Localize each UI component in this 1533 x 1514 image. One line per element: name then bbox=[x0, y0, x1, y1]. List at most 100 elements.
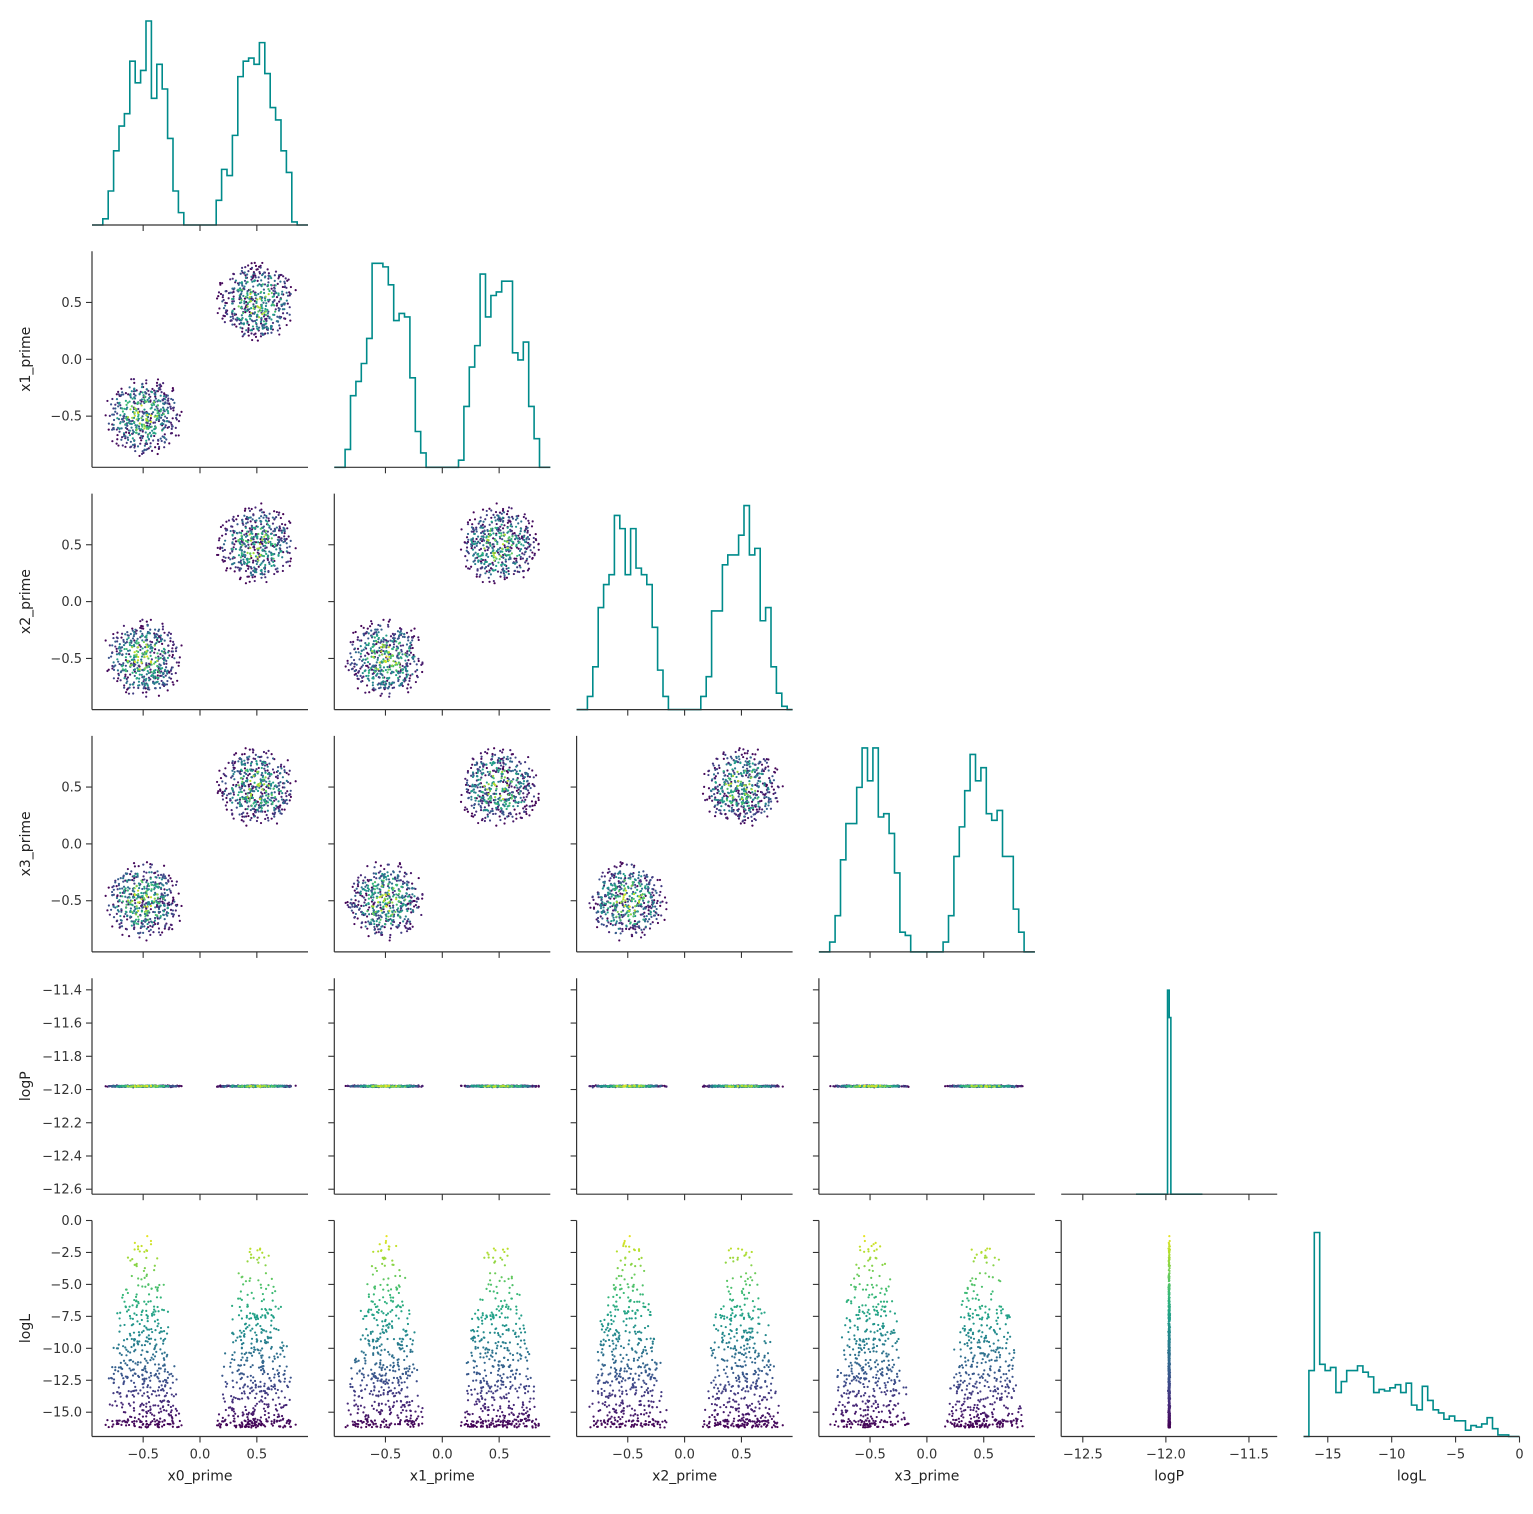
scatter-point bbox=[374, 885, 378, 888]
scatter-point bbox=[131, 904, 134, 907]
y-tick-label: 0.0 bbox=[61, 595, 82, 610]
scatter-point bbox=[114, 645, 117, 648]
scatter-point bbox=[352, 631, 355, 634]
scatter-point bbox=[414, 670, 417, 673]
scatter-point bbox=[109, 908, 113, 911]
scatter-point bbox=[129, 393, 132, 396]
scatter-point bbox=[240, 317, 243, 321]
scatter-point bbox=[483, 539, 486, 542]
scatter-point bbox=[366, 660, 370, 664]
scatter-point bbox=[242, 333, 245, 336]
scatter-point bbox=[246, 796, 249, 799]
scatter-point bbox=[354, 669, 357, 673]
scatter-point bbox=[376, 683, 379, 686]
scatter-point bbox=[152, 674, 155, 677]
scatter-point bbox=[145, 643, 148, 646]
scatter-point bbox=[272, 303, 275, 307]
scatter-point bbox=[128, 400, 131, 403]
scatter-point bbox=[250, 804, 253, 807]
scatter-point bbox=[162, 413, 165, 416]
scatter-point bbox=[237, 561, 240, 564]
scatter-point bbox=[159, 437, 162, 440]
scatter-point bbox=[104, 894, 107, 897]
scatter-point bbox=[135, 424, 138, 427]
scatter-point bbox=[240, 562, 243, 565]
scatter-point bbox=[420, 663, 423, 666]
scatter-point bbox=[140, 434, 143, 438]
scatter-point bbox=[256, 536, 259, 539]
scatter-point bbox=[273, 572, 276, 576]
scatter-point bbox=[234, 566, 237, 569]
scatter-point bbox=[115, 428, 118, 431]
scatter-point bbox=[477, 778, 480, 781]
scatter-point bbox=[475, 544, 478, 547]
scatter-point bbox=[233, 770, 236, 774]
scatter-point bbox=[146, 422, 149, 425]
scatter-point bbox=[506, 510, 509, 513]
scatter-point bbox=[275, 548, 278, 551]
scatter-point bbox=[390, 882, 394, 885]
scatter-point bbox=[112, 423, 115, 426]
scatter-point bbox=[255, 562, 258, 566]
scatter-point bbox=[389, 873, 393, 876]
scatter-point bbox=[491, 561, 494, 564]
scatter-point bbox=[246, 289, 249, 293]
scatter-point bbox=[406, 687, 409, 690]
scatter-point bbox=[224, 290, 227, 293]
scatter-point bbox=[499, 554, 502, 558]
scatter-point bbox=[132, 401, 135, 404]
scatter-point bbox=[347, 669, 350, 672]
scatter-point bbox=[107, 422, 110, 425]
scatter-point bbox=[152, 881, 155, 884]
scatter-point bbox=[411, 886, 414, 890]
scatter-point bbox=[138, 668, 141, 671]
scatter-point bbox=[266, 554, 270, 557]
scatter-point bbox=[149, 933, 152, 937]
scatter-point bbox=[352, 911, 355, 914]
scatter-point bbox=[124, 656, 127, 659]
scatter-point bbox=[503, 546, 507, 549]
scatter-point bbox=[521, 774, 525, 778]
scatter-point bbox=[518, 540, 521, 544]
scatter-point bbox=[416, 906, 419, 909]
scatter-point bbox=[281, 564, 285, 567]
scatter-point bbox=[277, 277, 280, 280]
scatter-point bbox=[126, 918, 129, 921]
scatter-point bbox=[156, 665, 159, 668]
scatter-point bbox=[145, 677, 148, 680]
scatter-point bbox=[157, 910, 160, 913]
scatter-point bbox=[145, 448, 148, 451]
scatter-point bbox=[375, 661, 378, 664]
scatter-point bbox=[388, 695, 391, 698]
scatter-point bbox=[520, 816, 524, 820]
scatter-point bbox=[361, 664, 365, 667]
scatter-point bbox=[132, 686, 135, 689]
scatter-point bbox=[384, 668, 387, 672]
scatter-point bbox=[362, 879, 365, 882]
scatter-point bbox=[376, 887, 379, 890]
scatter-point bbox=[133, 887, 136, 890]
scatter-point bbox=[263, 764, 267, 767]
scatter-point bbox=[128, 643, 132, 647]
scatter-point bbox=[529, 549, 532, 552]
scatter-point bbox=[472, 815, 475, 818]
scatter-point bbox=[258, 517, 261, 520]
scatter-point bbox=[403, 924, 406, 928]
scatter-point bbox=[221, 282, 224, 285]
scatter-point bbox=[499, 529, 502, 532]
scatter-point bbox=[115, 442, 118, 445]
scatter-point bbox=[373, 901, 376, 904]
scatter-point bbox=[265, 552, 268, 555]
scatter-point bbox=[243, 285, 246, 288]
scatter-point bbox=[151, 921, 154, 924]
scatter-point bbox=[270, 753, 273, 756]
scatter-point bbox=[221, 549, 225, 553]
scatter-point bbox=[519, 527, 523, 530]
scatter-point bbox=[222, 555, 225, 558]
scatter-point bbox=[471, 548, 475, 551]
scatter-point bbox=[359, 890, 362, 893]
scatter-point bbox=[166, 672, 169, 675]
scatter-point bbox=[126, 406, 129, 409]
scatter-point bbox=[158, 416, 161, 419]
scatter-point bbox=[364, 646, 367, 649]
